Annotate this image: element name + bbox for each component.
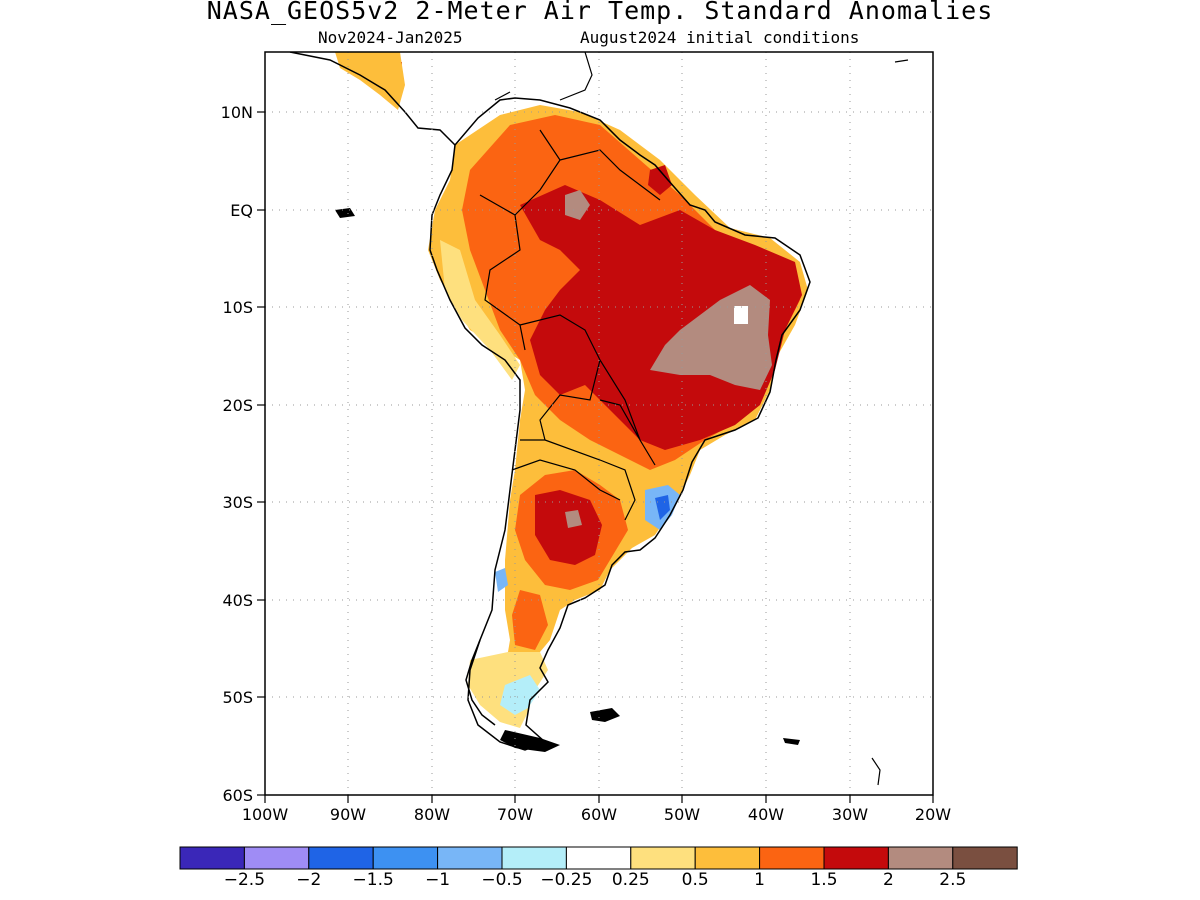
colorbar-label: 2 bbox=[883, 870, 894, 890]
lon-label: 40W bbox=[748, 805, 784, 824]
lat-label: 10S bbox=[222, 298, 253, 317]
colorbar-swatch bbox=[243, 846, 310, 870]
caribbean-islands bbox=[494, 52, 909, 101]
colorbar: −2.5 −2 −1.5 −1 −0.5 −0.25 0.25 0.5 1 1.5 2 2.5 bbox=[179, 846, 1018, 890]
colorbar-swatch bbox=[630, 846, 696, 870]
colorbar-swatch bbox=[694, 846, 761, 870]
field-brown-argentina bbox=[565, 510, 582, 528]
forecast-period: Nov2024-Jan2025 bbox=[318, 28, 463, 47]
falkland-islands bbox=[590, 708, 620, 722]
field-red-north-coast bbox=[648, 165, 672, 195]
lat-label: 30S bbox=[222, 493, 253, 512]
galapagos bbox=[335, 208, 355, 218]
tick-marks bbox=[257, 111, 934, 803]
colorbar-label: 0.5 bbox=[682, 870, 709, 890]
colorbar-swatch bbox=[308, 846, 374, 870]
colorbar-label: 2.5 bbox=[939, 870, 966, 890]
colorbar-swatch bbox=[179, 846, 245, 870]
field-cool-chile bbox=[495, 568, 508, 592]
lat-label: EQ bbox=[230, 201, 253, 220]
chile-fjords bbox=[465, 639, 496, 726]
graticule bbox=[265, 52, 933, 795]
lat-label: 20S bbox=[222, 396, 253, 415]
latitude-labels: 10N EQ 10S 20S 30S 40S 50S 60S bbox=[221, 103, 253, 805]
field-red-brazil bbox=[520, 185, 802, 450]
colorbar-swatch bbox=[501, 846, 567, 870]
colorbar-label: 1 bbox=[754, 870, 765, 890]
tierra-del-fuego bbox=[500, 730, 560, 752]
lon-label: 20W bbox=[915, 805, 951, 824]
lon-label: 90W bbox=[330, 805, 366, 824]
lat-label: 40S bbox=[222, 591, 253, 610]
lon-label: 50W bbox=[664, 805, 700, 824]
colorbar-swatch bbox=[887, 846, 954, 870]
lat-label: 50S bbox=[222, 688, 253, 707]
cool-patch-patagonia bbox=[500, 675, 540, 715]
colorbar-label: −0.5 bbox=[481, 870, 522, 890]
field-strong-cool-southeast bbox=[655, 495, 670, 520]
south-georgia bbox=[783, 738, 800, 745]
colorbar-swatch bbox=[437, 846, 503, 870]
colorbar-swatch bbox=[952, 846, 1018, 870]
field-brown-amazon bbox=[565, 190, 590, 220]
colorbar-swatch bbox=[823, 846, 889, 870]
central-america-coastline bbox=[289, 52, 456, 146]
anomaly-field bbox=[289, 52, 909, 786]
colorbar-swatch bbox=[372, 846, 439, 870]
colorbar-label: −2 bbox=[296, 870, 321, 890]
colorbar-swatch bbox=[565, 846, 632, 870]
colorbar-label: 1.5 bbox=[810, 870, 837, 890]
colorbar-swatch bbox=[759, 846, 825, 870]
country-borders bbox=[479, 129, 661, 521]
initial-conditions: August2024 initial conditions bbox=[580, 28, 860, 47]
field-orange-chile bbox=[512, 590, 548, 650]
colorbar-label: −0.25 bbox=[540, 870, 592, 890]
lon-label: 30W bbox=[832, 805, 868, 824]
missing-cell bbox=[734, 306, 748, 324]
lat-label: 10N bbox=[221, 103, 253, 122]
lon-label: 70W bbox=[497, 805, 533, 824]
colorbar-label: −1 bbox=[425, 870, 450, 890]
colorbar-label: −2.5 bbox=[224, 870, 265, 890]
land-fill-west-coast bbox=[440, 240, 520, 380]
lon-label: 100W bbox=[242, 805, 289, 824]
lon-label: 80W bbox=[414, 805, 450, 824]
colorbar-label: −1.5 bbox=[353, 870, 394, 890]
chart-title: NASA_GEOS5v2 2-Meter Air Temp. Standard … bbox=[206, 0, 994, 25]
colorbar-label: 0.25 bbox=[612, 870, 650, 890]
lon-label: 60W bbox=[581, 805, 617, 824]
longitude-labels: 100W 90W 80W 70W 60W 50W 40W 30W 20W bbox=[242, 805, 951, 824]
south-sandwich-islands bbox=[871, 757, 881, 786]
lat-label: 60S bbox=[222, 786, 253, 805]
south-america-coastline bbox=[429, 97, 811, 751]
